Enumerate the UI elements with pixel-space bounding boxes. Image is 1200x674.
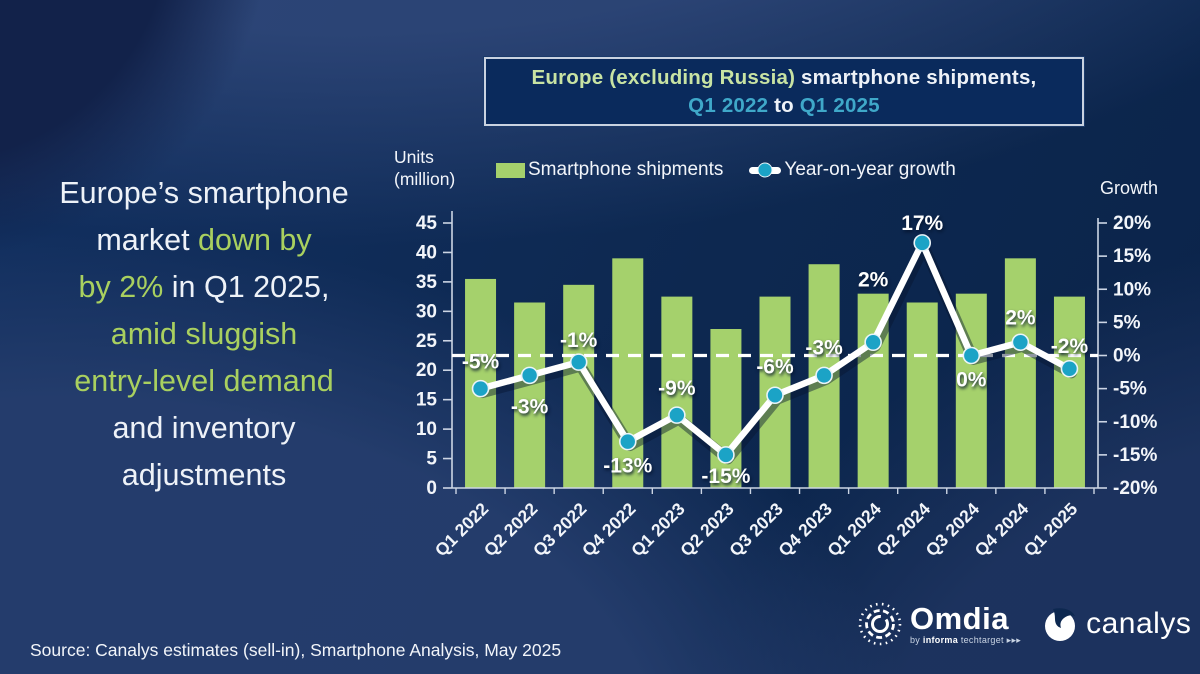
growth-label: -2% [1051,335,1089,358]
right-tick-label: -15% [1113,445,1157,466]
growth-point-Q2-2023 [717,446,735,464]
bar-Q2-2022 [514,302,546,488]
right-tick-label: -10% [1113,412,1157,433]
x-label: Q3 2024 [922,498,984,560]
headline-line-5: entry-level demand [74,364,334,398]
line-marker-icon [749,162,782,178]
x-label: Q3 2023 [725,498,787,560]
headline-line-6: and inventory [112,411,296,445]
x-label: Q1 2023 [627,498,689,560]
source-note: Source: Canalys estimates (sell-in), Sma… [30,640,562,660]
growth-point-Q4-2022 [618,432,637,451]
left-tick-label: 5 [426,449,437,470]
growth-label: -13% [603,455,652,478]
x-label: Q1 2025 [1020,498,1082,560]
omdia-logo: Omdia by informa techtarget ▸▸▸ [856,600,1021,648]
growth-label: -6% [756,355,794,378]
growth-point-Q3-2023 [766,386,784,405]
legend-item-shipments: Smartphone shipments [496,159,723,181]
growth-label: 17% [901,212,943,235]
right-tick-label: -5% [1113,379,1147,400]
right-axis-title: Growth [1100,178,1159,198]
growth-label: 2% [1005,306,1036,329]
chart-title-line-2: Q1 2022 to Q1 2025 [688,94,880,117]
headline-line-1: Europe’s smartphone [59,176,349,210]
x-label: Q2 2022 [480,498,542,560]
growth-point-Q2-2024 [913,234,932,252]
left-tick-label: 35 [416,272,438,293]
headline-line-7: adjustments [121,458,287,492]
growth-point-Q4-2023 [815,366,833,385]
x-label: Q2 2024 [872,498,934,560]
left-axis-title: Units (million) [394,146,455,190]
left-tick-label: 0 [426,478,437,499]
x-label: Q3 2022 [529,498,591,560]
growth-point-Q1-2024 [864,333,882,352]
combo-chart: 45 40 35 30 25 20 15 10 5 0 20% 15% 10% 5% 0% -5% -10% -1… [416,211,1157,560]
legend: Smartphone shipments Year-on-year growth [496,159,956,181]
left-axis-title-line1: Units [394,147,434,167]
bar-Q4-2024 [1004,258,1036,488]
left-tick-label: 20 [416,360,437,381]
bar-Q3-2022 [563,284,595,488]
growth-label: -9% [658,377,696,400]
growth-label: -3% [511,395,549,418]
bar-Q1-2025 [1053,296,1085,488]
x-label: Q4 2022 [578,498,640,560]
headline-line-2: market down by [96,223,312,257]
growth-point-Q1-2022 [471,379,490,398]
growth-label: 2% [858,268,889,291]
omdia-icon [858,602,902,646]
footer-logos: Omdia by informa techtarget ▸▸▸ canalys [856,600,1191,648]
right-tick-label: 15% [1113,246,1151,267]
headline: Europe’s smartphone market down by by 2% i… [8,170,400,499]
growth-point-Q2-2022 [520,366,539,385]
right-tick-label: 0% [1113,346,1141,367]
x-label: Q1 2022 [431,498,493,560]
left-axis-title-line2: (million) [394,169,456,189]
x-label: Q1 2024 [823,498,885,560]
x-label: Q4 2024 [971,498,1033,560]
bar-swatch-icon [496,162,525,178]
growth-label: 0% [956,369,987,392]
omdia-tagline: by informa techtarget ▸▸▸ [910,635,1022,645]
left-tick-label: 40 [416,242,437,263]
line-dot-icon [757,162,773,178]
headline-line-4: amid sluggish [110,317,298,351]
right-tick-label: -20% [1113,478,1157,499]
growth-label: -15% [701,465,750,488]
growth-label: -3% [805,336,843,359]
x-label: Q4 2023 [774,498,836,560]
canalys-wordmark: canalys [1086,607,1192,640]
chart-title-line-1: Europe (excluding Russia) smartphone shi… [531,66,1037,89]
right-tick-label: 5% [1113,312,1141,333]
right-tick-label: 10% [1113,279,1151,300]
bar-Q4-2022 [612,258,644,488]
growth-label: -1% [560,329,598,352]
bar-Q1-2023 [661,296,693,488]
chart-title-box: Europe (excluding Russia) smartphone shi… [483,56,1085,127]
omdia-wordmark: Omdia [910,601,1009,636]
growth-point-Q1-2025 [1060,359,1079,378]
growth-point-Q3-2024 [962,346,981,365]
canalys-icon [1045,608,1076,641]
headline-line-3: by 2% in Q1 2025, [78,270,330,304]
bar-Q2-2024 [906,302,938,488]
legend-label-growth: Year-on-year growth [784,159,956,180]
left-tick-label: 30 [416,301,437,322]
growth-point-Q1-2023 [668,406,686,424]
left-tick-label: 10 [416,419,437,440]
x-label: Q2 2023 [676,498,738,560]
canalys-logo: canalys [1043,606,1191,642]
left-tick-label: 15 [416,390,438,411]
growth-point-Q3-2022 [569,353,588,371]
growth-label: -5% [462,351,500,374]
legend-label-shipments: Smartphone shipments [528,159,724,180]
legend-item-growth: Year-on-year growth [749,159,956,181]
right-tick-label: 20% [1113,213,1151,234]
left-tick-label: 45 [416,213,438,234]
left-tick-label: 25 [416,331,438,352]
growth-point-Q4-2024 [1011,333,1030,352]
